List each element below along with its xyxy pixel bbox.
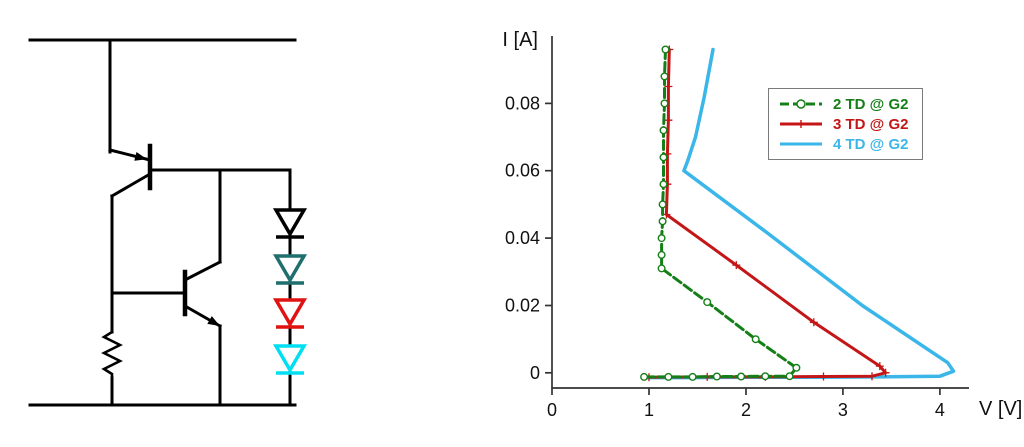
resistor (101, 330, 123, 380)
series-marker (659, 180, 668, 189)
circuit-diagram (28, 38, 308, 407)
diode-2 (272, 254, 308, 285)
q1-emitter-arrow-icon (134, 152, 147, 161)
legend-line-sample (780, 142, 822, 146)
q2-emitter-arrow-icon (207, 316, 220, 326)
legend-line-sample (780, 99, 822, 109)
series-marker (688, 372, 697, 381)
chart-legend: 2 TD @ G2 3 TD @ G2 4 TD @ G2 (768, 88, 924, 160)
series-marker (640, 372, 649, 381)
series-marker (661, 45, 670, 54)
x-tick-label: 4 (935, 400, 945, 420)
x-tick-label: 2 (741, 400, 751, 420)
circuit-wires (28, 38, 297, 407)
y-axis-label: I [A] (502, 29, 538, 51)
legend-entry: 3 TD @ G2 (778, 116, 908, 132)
y-tick-label: 0 (530, 363, 540, 383)
iv-chart: 0 1 2 3 4 0 0.02 0.04 0.06 0.08 I [A] V [V] (502, 29, 1022, 420)
legend-label: 4 TD @ G2 (833, 135, 909, 153)
series-marker (664, 116, 673, 125)
series-marker (664, 372, 673, 381)
series-marker (658, 200, 667, 209)
legend-label: 3 TD @ G2 (833, 115, 909, 133)
diode-3-triangle (272, 298, 308, 328)
series-marker (657, 250, 666, 259)
series-marker (732, 261, 741, 270)
legend-entry: 2 TD @ G2 (778, 96, 908, 112)
series-marker (737, 372, 746, 381)
series-marker (664, 82, 673, 91)
circuit-panel (0, 0, 460, 447)
series-marker (881, 368, 890, 377)
diode-4 (272, 344, 308, 375)
x-tick-label: 0 (547, 400, 557, 420)
diode-1-triangle (272, 208, 308, 238)
diode-3 (272, 298, 308, 329)
iv-chart-panel: 0 1 2 3 4 0 0.02 0.04 0.06 0.08 I [A] V [V] 2 TD @ … (460, 0, 1024, 447)
series-marker (712, 372, 721, 381)
series-marker (660, 72, 669, 81)
y-tick-label: 0.02 (505, 296, 540, 316)
diode-1 (272, 208, 308, 239)
series-marker (657, 264, 666, 273)
series-marker (792, 363, 801, 372)
series-marker (785, 372, 794, 381)
series-marker (761, 372, 770, 381)
diode-4-triangle (272, 344, 308, 374)
series-marker (751, 335, 760, 344)
y-tick-label: 0.04 (505, 228, 540, 248)
legend-entry: 4 TD @ G2 (778, 136, 908, 152)
series-marker (809, 318, 818, 327)
series-marker (819, 372, 828, 381)
q2-collector-lead (182, 259, 223, 283)
series-marker (658, 217, 667, 226)
y-tick-label: 0.06 (505, 161, 540, 181)
series-marker (659, 126, 668, 135)
x-axis-label: V [V] (979, 398, 1022, 420)
y-tick-label: 0.08 (505, 93, 540, 113)
diode-chain (272, 208, 308, 375)
series-line (642, 48, 798, 379)
legend-line-sample (780, 120, 822, 128)
series-marker (875, 362, 884, 371)
series-marker (660, 99, 669, 108)
legend-label: 2 TD @ G2 (833, 95, 909, 113)
x-tick-label: 1 (644, 400, 654, 420)
series-marker (868, 372, 876, 381)
diode-2-triangle (272, 254, 308, 284)
series-marker (659, 153, 668, 162)
series-marker (657, 234, 666, 243)
q1-collector-lead (109, 171, 153, 199)
x-tick-label: 3 (838, 400, 848, 420)
series-marker (703, 298, 712, 307)
